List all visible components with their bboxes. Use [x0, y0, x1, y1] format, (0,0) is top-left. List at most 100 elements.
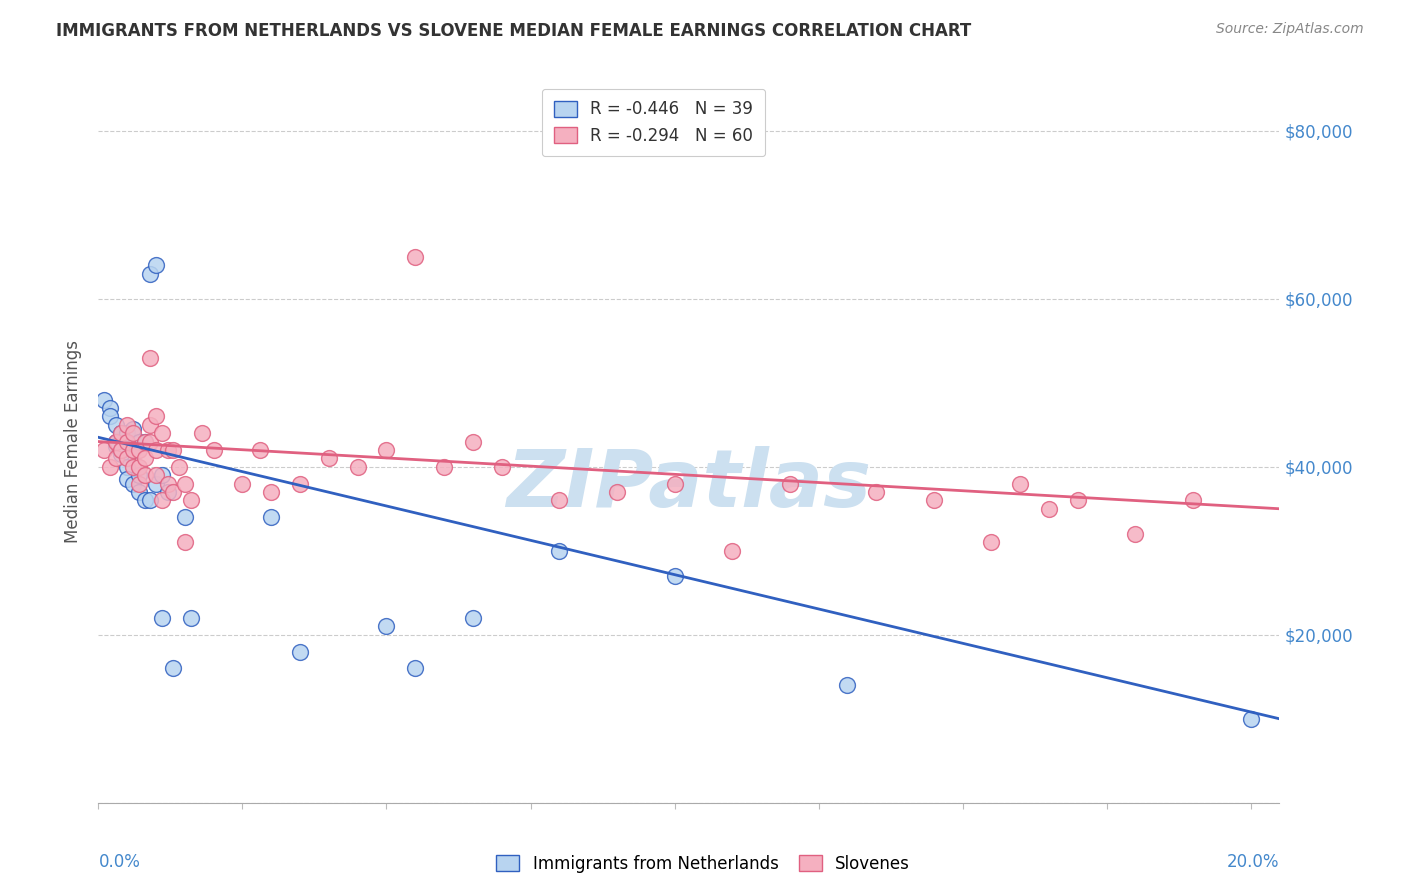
- Point: [115, 426, 138, 441]
- Point: [922, 493, 945, 508]
- Point: [260, 485, 283, 500]
- Point: [664, 476, 686, 491]
- Point: [104, 439, 127, 453]
- Y-axis label: Median Female Earnings: Median Female Earnings: [65, 340, 83, 543]
- Point: [145, 409, 167, 424]
- Point: [162, 442, 184, 457]
- Point: [404, 661, 426, 675]
- Text: ZIPatlas: ZIPatlas: [506, 446, 872, 524]
- Point: [180, 493, 202, 508]
- Point: [128, 459, 150, 474]
- Point: [134, 468, 156, 483]
- Point: [288, 476, 311, 491]
- Point: [173, 510, 195, 524]
- Point: [134, 434, 156, 449]
- Point: [128, 485, 150, 500]
- Point: [150, 426, 173, 441]
- Point: [548, 543, 571, 558]
- Point: [122, 442, 145, 457]
- Point: [491, 459, 513, 474]
- Point: [156, 485, 179, 500]
- Point: [122, 459, 145, 474]
- Point: [231, 476, 253, 491]
- Point: [150, 611, 173, 625]
- Point: [134, 493, 156, 508]
- Point: [1067, 493, 1090, 508]
- Point: [115, 451, 138, 466]
- Point: [150, 493, 173, 508]
- Point: [98, 401, 121, 415]
- Text: 0.0%: 0.0%: [98, 854, 141, 871]
- Point: [115, 459, 138, 474]
- Point: [202, 442, 225, 457]
- Point: [173, 535, 195, 549]
- Point: [110, 426, 132, 441]
- Point: [139, 434, 162, 449]
- Point: [249, 442, 271, 457]
- Point: [128, 468, 150, 483]
- Point: [548, 493, 571, 508]
- Point: [139, 267, 162, 281]
- Point: [180, 611, 202, 625]
- Point: [173, 476, 195, 491]
- Point: [1240, 712, 1263, 726]
- Point: [104, 434, 127, 449]
- Point: [128, 442, 150, 457]
- Point: [110, 426, 132, 441]
- Point: [156, 476, 179, 491]
- Point: [779, 476, 801, 491]
- Point: [980, 535, 1002, 549]
- Point: [104, 434, 127, 449]
- Point: [115, 417, 138, 432]
- Point: [162, 661, 184, 675]
- Point: [150, 468, 173, 483]
- Point: [93, 442, 115, 457]
- Point: [664, 569, 686, 583]
- Point: [606, 485, 628, 500]
- Point: [110, 447, 132, 461]
- Point: [128, 434, 150, 449]
- Text: Source: ZipAtlas.com: Source: ZipAtlas.com: [1216, 22, 1364, 37]
- Point: [139, 351, 162, 365]
- Point: [122, 476, 145, 491]
- Point: [122, 422, 145, 436]
- Legend: Immigrants from Netherlands, Slovenes: Immigrants from Netherlands, Slovenes: [489, 848, 917, 880]
- Point: [128, 476, 150, 491]
- Point: [260, 510, 283, 524]
- Point: [145, 476, 167, 491]
- Point: [145, 442, 167, 457]
- Point: [288, 644, 311, 658]
- Point: [98, 459, 121, 474]
- Point: [1038, 501, 1060, 516]
- Point: [375, 442, 398, 457]
- Point: [461, 434, 484, 449]
- Point: [122, 426, 145, 441]
- Point: [104, 417, 127, 432]
- Point: [110, 442, 132, 457]
- Point: [865, 485, 887, 500]
- Point: [404, 250, 426, 264]
- Point: [191, 426, 214, 441]
- Point: [1182, 493, 1205, 508]
- Point: [134, 434, 156, 449]
- Point: [346, 459, 368, 474]
- Point: [167, 459, 190, 474]
- Point: [1010, 476, 1032, 491]
- Text: IMMIGRANTS FROM NETHERLANDS VS SLOVENE MEDIAN FEMALE EARNINGS CORRELATION CHART: IMMIGRANTS FROM NETHERLANDS VS SLOVENE M…: [56, 22, 972, 40]
- Point: [98, 409, 121, 424]
- Point: [433, 459, 456, 474]
- Point: [461, 611, 484, 625]
- Point: [110, 442, 132, 457]
- Point: [156, 442, 179, 457]
- Legend: R = -0.446   N = 39, R = -0.294   N = 60: R = -0.446 N = 39, R = -0.294 N = 60: [543, 88, 765, 156]
- Point: [162, 485, 184, 500]
- Point: [122, 442, 145, 457]
- Point: [721, 543, 744, 558]
- Point: [139, 417, 162, 432]
- Point: [145, 258, 167, 272]
- Point: [318, 451, 340, 466]
- Point: [104, 451, 127, 466]
- Point: [115, 434, 138, 449]
- Point: [837, 678, 859, 692]
- Point: [145, 468, 167, 483]
